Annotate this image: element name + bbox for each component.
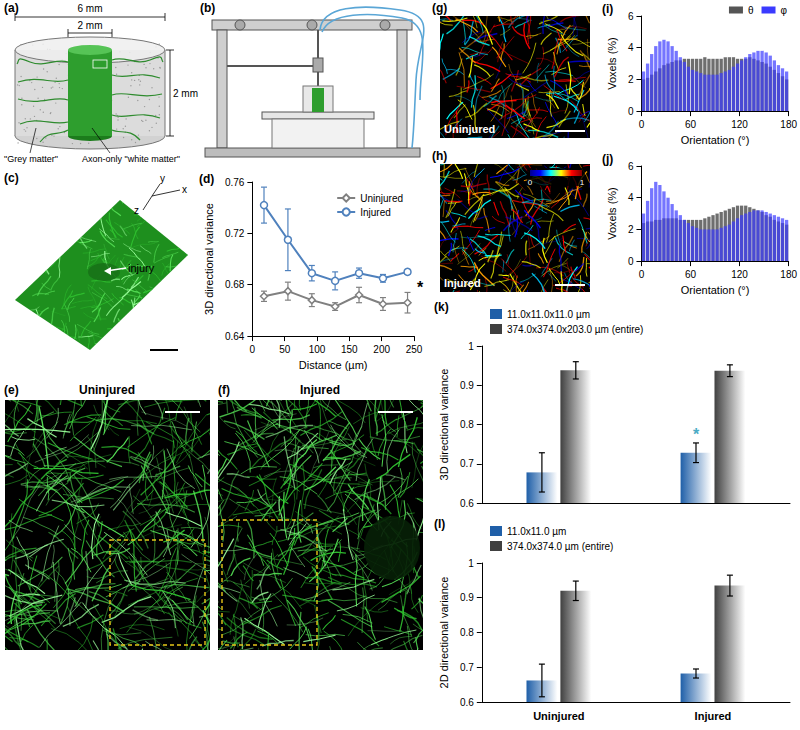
svg-text:2: 2 bbox=[628, 74, 634, 85]
svg-text:z: z bbox=[134, 205, 139, 216]
svg-text:Injured: Injured bbox=[444, 277, 481, 289]
svg-text:0.9: 0.9 bbox=[460, 380, 474, 391]
svg-text:Orientation (°): Orientation (°) bbox=[681, 284, 750, 296]
svg-text:(a): (a) bbox=[4, 1, 19, 15]
svg-text:Injured: Injured bbox=[360, 207, 391, 218]
svg-text:(d): (d) bbox=[199, 172, 214, 186]
svg-text:100: 100 bbox=[309, 344, 326, 355]
svg-text:374.0x374.0 µm (entire): 374.0x374.0 µm (entire) bbox=[507, 541, 613, 552]
svg-text:0.9: 0.9 bbox=[460, 592, 474, 603]
svg-text:0: 0 bbox=[639, 269, 645, 280]
svg-text:3D directional variance: 3D directional variance bbox=[203, 203, 215, 315]
svg-text:Injured: Injured bbox=[695, 710, 732, 722]
svg-text:injury: injury bbox=[128, 262, 155, 274]
svg-text:y: y bbox=[160, 173, 165, 184]
svg-text:1: 1 bbox=[468, 341, 474, 352]
svg-text:x: x bbox=[182, 184, 187, 195]
svg-text:2D directional variance: 2D directional variance bbox=[438, 577, 450, 689]
svg-text:*: * bbox=[693, 426, 700, 443]
svg-text:Injured: Injured bbox=[300, 383, 340, 397]
svg-text:Voxels (%): Voxels (%) bbox=[606, 187, 618, 240]
svg-text:Uninjured: Uninjured bbox=[533, 710, 584, 722]
svg-text:374.0x374.0x203.0 µm (entire): 374.0x374.0x203.0 µm (entire) bbox=[507, 324, 643, 335]
svg-text:(i): (i) bbox=[602, 2, 613, 16]
svg-text:0.68: 0.68 bbox=[225, 279, 245, 290]
svg-text:0: 0 bbox=[628, 106, 634, 117]
svg-text:50: 50 bbox=[279, 344, 291, 355]
svg-text:0.72: 0.72 bbox=[225, 228, 245, 239]
svg-text:(c): (c) bbox=[4, 171, 19, 185]
svg-text:0: 0 bbox=[250, 344, 256, 355]
svg-text:180: 180 bbox=[780, 269, 797, 280]
svg-text:6: 6 bbox=[628, 11, 634, 22]
svg-text:0: 0 bbox=[528, 178, 533, 187]
svg-text:250: 250 bbox=[406, 344, 423, 355]
svg-text:150: 150 bbox=[341, 344, 358, 355]
svg-text:(f): (f) bbox=[218, 383, 230, 397]
svg-text:0: 0 bbox=[628, 256, 634, 267]
svg-text:1: 1 bbox=[580, 178, 585, 187]
svg-text:Axon-only "white matter": Axon-only "white matter" bbox=[82, 154, 180, 164]
svg-text:(h): (h) bbox=[432, 149, 447, 163]
svg-text:*: * bbox=[417, 279, 424, 296]
svg-text:200: 200 bbox=[373, 344, 390, 355]
svg-text:60: 60 bbox=[685, 119, 697, 130]
svg-text:6: 6 bbox=[628, 161, 634, 172]
svg-text:0: 0 bbox=[639, 119, 645, 130]
svg-text:Uninjured: Uninjured bbox=[444, 123, 495, 135]
svg-text:(k): (k) bbox=[434, 300, 449, 314]
svg-text:(b): (b) bbox=[200, 1, 215, 15]
svg-text:(j): (j) bbox=[602, 152, 613, 166]
svg-text:θ: θ bbox=[748, 5, 754, 16]
svg-text:120: 120 bbox=[731, 269, 748, 280]
svg-text:(e): (e) bbox=[4, 383, 19, 397]
svg-text:6 mm: 6 mm bbox=[78, 3, 103, 14]
svg-text:Uninjured: Uninjured bbox=[360, 193, 403, 204]
svg-text:Distance (µm): Distance (µm) bbox=[299, 359, 368, 371]
svg-text:3D directional variance: 3D directional variance bbox=[438, 369, 450, 481]
svg-text:60: 60 bbox=[685, 269, 697, 280]
svg-text:Voxels (%): Voxels (%) bbox=[606, 37, 618, 90]
svg-text:0.7: 0.7 bbox=[460, 458, 474, 469]
svg-text:0.76: 0.76 bbox=[225, 177, 245, 188]
svg-text:0.8: 0.8 bbox=[460, 419, 474, 430]
svg-text:Orientation (°): Orientation (°) bbox=[681, 134, 750, 146]
svg-text:4: 4 bbox=[628, 192, 634, 203]
svg-text:180: 180 bbox=[780, 119, 797, 130]
svg-text:0.7: 0.7 bbox=[460, 662, 474, 673]
svg-text:(l): (l) bbox=[434, 517, 445, 531]
svg-text:0.8: 0.8 bbox=[460, 627, 474, 638]
svg-text:Uninjured: Uninjured bbox=[79, 383, 135, 397]
svg-text:0.64: 0.64 bbox=[225, 331, 245, 342]
svg-text:0.6: 0.6 bbox=[460, 697, 474, 708]
svg-text:2: 2 bbox=[628, 224, 634, 235]
svg-text:120: 120 bbox=[731, 119, 748, 130]
svg-text:φ: φ bbox=[781, 5, 788, 16]
svg-text:"Grey matter": "Grey matter" bbox=[4, 154, 58, 164]
svg-text:11.0x11.0x11.0 µm: 11.0x11.0x11.0 µm bbox=[507, 309, 590, 320]
svg-text:2 mm: 2 mm bbox=[78, 20, 103, 31]
svg-text:0.6: 0.6 bbox=[460, 498, 474, 509]
svg-text:4: 4 bbox=[628, 42, 634, 53]
svg-text:(g): (g) bbox=[432, 1, 447, 15]
svg-text:11.0x11.0 µm: 11.0x11.0 µm bbox=[507, 526, 566, 537]
svg-text:1: 1 bbox=[468, 558, 474, 569]
svg-text:2 mm: 2 mm bbox=[173, 88, 198, 99]
